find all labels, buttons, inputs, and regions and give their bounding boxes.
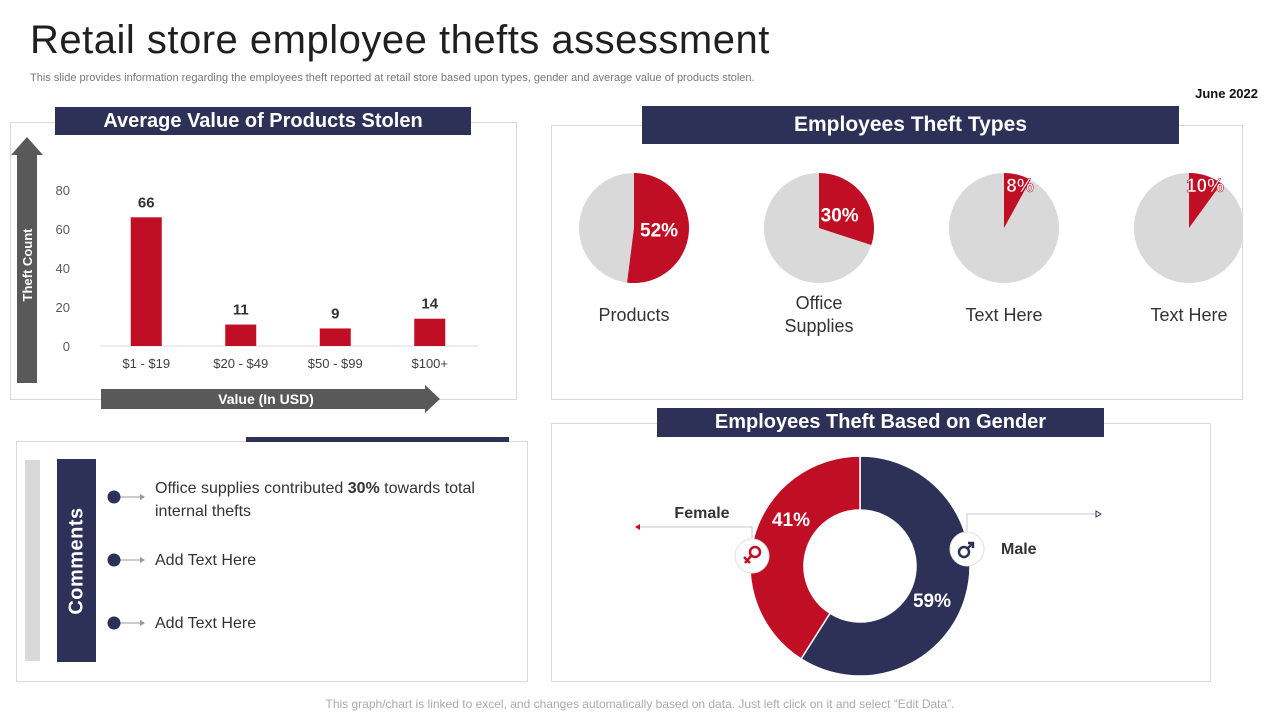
y-tick-label: 40 (56, 261, 70, 276)
pie-slice (819, 173, 874, 245)
y-tick-label: 0 (63, 339, 70, 354)
page-subtitle: This slide provides information regardin… (30, 72, 755, 84)
x-axis-arrow (101, 385, 440, 413)
theft-types-pies[interactable]: 52% Products 30% Office Supplies 8% Text Here 1… (551, 145, 1243, 395)
male-label: Male (1001, 541, 1037, 558)
comments-label: Comments (65, 506, 87, 615)
comment-text: Office supplies contributed 30% towards … (155, 480, 475, 520)
female-connector-arrow (635, 524, 640, 530)
bar (414, 318, 446, 346)
female-icon (743, 545, 762, 564)
pie-slice (627, 173, 689, 283)
y-tick-label: 60 (56, 222, 70, 237)
y-tick-label: 80 (56, 183, 70, 198)
bar-chart-title: Average Value of Products Stolen (55, 107, 471, 135)
comments-panel (16, 441, 528, 682)
male-icon-arrowhead (968, 541, 975, 548)
pie-slice (1004, 173, 1031, 228)
comments-label-box (57, 459, 96, 662)
pie-value-label: 10% (1186, 176, 1224, 197)
comment-text: Add Text Here (155, 552, 257, 569)
female-label: Female (674, 505, 729, 522)
bullet-arrow-icon (107, 490, 145, 504)
bar (225, 324, 257, 346)
bar-chart[interactable]: Theft Count Value (In USD) 0 20 40 60 80 66 $1 -… (0, 130, 520, 415)
bar (130, 217, 162, 346)
bullet-arrow-icon (107, 553, 145, 567)
y-axis-label: Theft Count (20, 228, 35, 302)
comment-text: Add Text Here (155, 615, 257, 632)
pie-category-label: Supplies (784, 316, 853, 336)
bar-value-label: 11 (233, 302, 249, 319)
comments-accent-bar (246, 437, 509, 442)
pie-background (1134, 173, 1243, 283)
theft-types-title: Employees Theft Types (642, 106, 1179, 144)
y-tick-label: 20 (56, 300, 70, 315)
pie-category-label: Text Here (965, 305, 1042, 325)
female-icon-cross (743, 556, 751, 564)
pie-value-label: 52% (640, 220, 678, 241)
footer-note: This graph/chart is linked to excel, and… (325, 697, 955, 711)
bar-value-label: 14 (421, 296, 438, 313)
male-icon-ring (957, 545, 971, 559)
y-axis-arrow (11, 137, 43, 383)
x-tick-label: $50 - $99 (308, 356, 363, 371)
bar-value-label: 9 (331, 305, 339, 322)
donut-slice-male (800, 455, 971, 677)
pie-category-label: Products (598, 305, 669, 325)
gender-chart-title: Employees Theft Based on Gender (657, 408, 1104, 437)
x-tick-label: $100+ (411, 356, 448, 371)
bar (319, 328, 351, 346)
pie-category-label: Office (796, 293, 843, 313)
bullet-arrow-icon (107, 616, 145, 630)
page-title: Retail store employee thefts assessment (30, 18, 770, 62)
donut-slice-female (749, 455, 861, 660)
bar-chart-panel (10, 122, 517, 400)
male-icon (957, 541, 975, 559)
x-tick-label: $1 - $19 (122, 356, 170, 371)
female-icon-ring (748, 545, 762, 559)
donut-value-label: 59% (913, 591, 951, 612)
pie-value-label: 8% (1006, 176, 1034, 197)
pie-category-label: Text Here (1150, 305, 1227, 325)
male-connector-arrow (1095, 510, 1102, 518)
donut-value-label: 41% (772, 510, 810, 531)
date-label: June 2022 (1195, 86, 1258, 101)
pie-value-label: 30% (821, 205, 859, 226)
gender-donut-chart[interactable]: 41% 59% Female Male (551, 440, 1211, 680)
pie-slice (1189, 173, 1222, 228)
x-tick-label: $20 - $49 (213, 356, 268, 371)
comments-side-bar (25, 460, 40, 661)
x-axis-label: Value (In USD) (218, 391, 314, 407)
bar-value-label: 66 (138, 194, 155, 211)
